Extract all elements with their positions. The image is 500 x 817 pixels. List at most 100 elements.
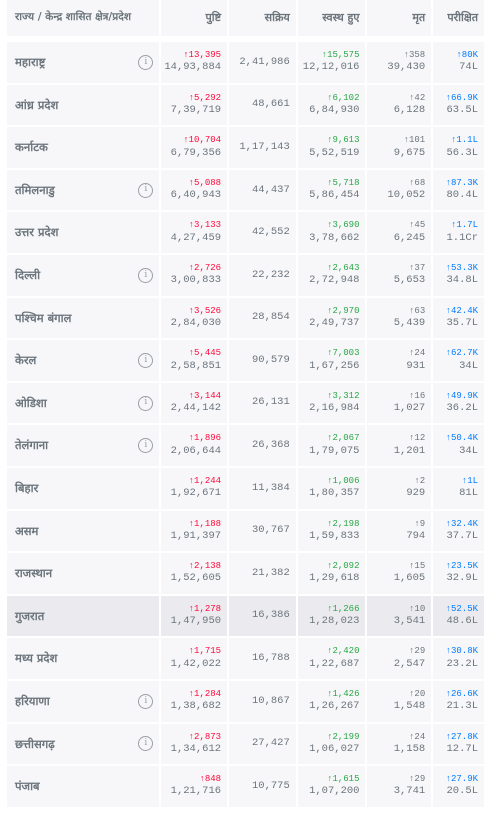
- table-row[interactable]: ओडिशा i ↑3,144 2,44,142 26,131 ↑3,312 2,…: [7, 382, 484, 426]
- table-row[interactable]: मध्य प्रदेश ↑1,715 1,42,022 16,788 ↑2,42…: [7, 638, 484, 681]
- state-cell[interactable]: पंजाब: [7, 766, 160, 807]
- recovered-delta: ↑2,067: [327, 433, 360, 444]
- header-state[interactable]: राज्य / केन्द्र शासित क्षेत्र/प्रदेश: [7, 0, 160, 36]
- state-cell[interactable]: आंध्र प्रदेश: [7, 84, 160, 126]
- deceased-delta: ↑24: [409, 348, 426, 359]
- table-row[interactable]: कर्नाटक ↑10,704 6,79,356 1,17,143 ↑9,613…: [7, 127, 484, 170]
- state-cell[interactable]: दिल्ली i: [7, 254, 160, 296]
- state-cell[interactable]: केरल i: [7, 340, 160, 381]
- table-row[interactable]: राजस्थान ↑2,138 1,52,605 21,382 ↑2,092 1…: [7, 553, 484, 596]
- tested-total: 81L: [459, 487, 478, 500]
- recovered-total: 6,84,930: [309, 103, 360, 116]
- confirmed-delta: ↑2,726: [188, 263, 222, 274]
- table-row[interactable]: छत्तीसगढ़ i ↑2,873 1,34,612 27,427 ↑2,19…: [7, 723, 484, 767]
- header-deceased[interactable]: मृत: [367, 0, 432, 36]
- tested-cell: ↑66.9K 63.5L: [433, 84, 484, 126]
- table-row[interactable]: पश्चिम बंगाल ↑3,526 2,84,030 28,854 ↑2,9…: [7, 297, 484, 341]
- table-row[interactable]: उत्तर प्रदेश ↑3,133 4,27,459 42,552 ↑3,6…: [7, 212, 484, 255]
- info-circle-icon[interactable]: i: [138, 736, 154, 752]
- deceased-delta: ↑10: [409, 603, 426, 614]
- tested-total: 37.7L: [446, 529, 478, 542]
- header-recovered[interactable]: स्वस्थ हुए: [297, 0, 366, 36]
- state-cell[interactable]: तमिलनाडु i: [7, 169, 160, 211]
- tested-cell: ↑80K 74L: [433, 42, 484, 83]
- active-total: 11,384: [251, 481, 290, 494]
- tested-cell: ↑52.5K 48.6L: [433, 595, 484, 637]
- tested-total: 1.1Cr: [446, 231, 478, 244]
- recovered-total: 1,59,833: [309, 529, 360, 542]
- active-cell: 44,437: [229, 169, 296, 211]
- info-circle-icon[interactable]: i: [138, 267, 154, 283]
- confirmed-delta: ↑5,088: [188, 177, 222, 188]
- deceased-delta: ↑15: [409, 561, 426, 572]
- state-cell[interactable]: मध्य प्रदेश: [7, 638, 160, 679]
- state-cell[interactable]: पश्चिम बंगाल: [7, 297, 160, 339]
- state-name: पश्चिम बंगाल: [15, 310, 72, 325]
- state-cell[interactable]: उत्तर प्रदेश: [7, 212, 160, 253]
- recovered-cell: ↑3,690 3,78,662: [297, 212, 366, 253]
- header-tested[interactable]: परीक्षित: [433, 0, 484, 36]
- info-circle-icon[interactable]: i: [138, 54, 154, 70]
- tested-total: 48.6L: [446, 615, 478, 628]
- table-row[interactable]: केरल i ↑5,445 2,58,851 90,579 ↑7,003 1,6…: [7, 340, 484, 383]
- deceased-cell: ↑24 931: [367, 340, 432, 381]
- tested-delta: ↑32.4K: [445, 518, 478, 529]
- state-name: दिल्ली: [15, 268, 41, 283]
- tested-total: 34L: [459, 359, 478, 372]
- deceased-total: 5,653: [393, 274, 426, 287]
- confirmed-delta: ↑5,445: [188, 348, 222, 359]
- state-cell[interactable]: गुजरात: [7, 595, 160, 637]
- confirmed-delta: ↑1,278: [188, 603, 222, 614]
- table-row[interactable]: हरियाणा i ↑1,284 1,38,682 10,867 ↑1,426 …: [7, 680, 484, 724]
- active-cell: 10,775: [229, 766, 296, 807]
- deceased-delta: ↑45: [409, 220, 426, 231]
- active-total: 42,552: [251, 226, 290, 239]
- state-cell[interactable]: हरियाणा i: [7, 680, 160, 722]
- confirmed-delta: ↑1,715: [188, 646, 222, 657]
- confirmed-cell: ↑2,873 1,34,612: [161, 723, 228, 765]
- state-name: हरियाणा: [15, 694, 50, 709]
- active-cell: 90,579: [229, 340, 296, 381]
- confirmed-delta: ↑2,873: [188, 731, 222, 742]
- state-cell[interactable]: ओडिशा i: [7, 382, 160, 424]
- recovered-total: 5,86,454: [309, 189, 360, 202]
- table-row[interactable]: पंजाब ↑848 1,21,716 10,775 ↑1,615 1,07,2…: [7, 766, 484, 809]
- confirmed-cell: ↑3,526 2,84,030: [161, 297, 228, 339]
- table-row[interactable]: गुजरात ↑1,278 1,47,950 16,386 ↑1,266 1,2…: [7, 595, 484, 639]
- header-confirmed[interactable]: पुष्टि: [161, 0, 228, 36]
- info-circle-icon[interactable]: i: [138, 693, 154, 709]
- header-active[interactable]: सक्रिय: [229, 0, 296, 36]
- active-cell: 48,661: [229, 84, 296, 126]
- info-circle-icon[interactable]: i: [138, 182, 154, 198]
- state-cell[interactable]: असम: [7, 510, 160, 552]
- recovered-cell: ↑15,575 12,12,016: [297, 42, 366, 83]
- deceased-total: 1,158: [393, 742, 426, 755]
- table-row[interactable]: आंध्र प्रदेश ↑5,292 7,39,719 48,661 ↑6,1…: [7, 84, 484, 128]
- deceased-delta: ↑2: [414, 476, 426, 487]
- state-cell[interactable]: छत्तीसगढ़ i: [7, 723, 160, 765]
- table-row[interactable]: महाराष्ट्र i ↑13,395 14,93,884 2,41,986 …: [7, 42, 484, 85]
- table-row[interactable]: असम ↑1,188 1,91,397 30,767 ↑2,198 1,59,8…: [7, 510, 484, 554]
- state-cell[interactable]: महाराष्ट्र i: [7, 42, 160, 83]
- table-row[interactable]: बिहार ↑1,244 1,92,671 11,384 ↑1,006 1,80…: [7, 467, 484, 511]
- info-circle-icon[interactable]: i: [138, 352, 154, 368]
- confirmed-delta: ↑1,896: [188, 433, 222, 444]
- active-cell: 22,232: [229, 254, 296, 296]
- active-cell: 28,854: [229, 297, 296, 339]
- confirmed-cell: ↑3,144 2,44,142: [161, 382, 228, 424]
- tested-cell: ↑1.7L 1.1Cr: [433, 212, 484, 253]
- confirmed-delta: ↑13,395: [183, 50, 222, 61]
- active-cell: 16,788: [229, 638, 296, 679]
- state-cell[interactable]: राजस्थान: [7, 553, 160, 594]
- table-row[interactable]: तमिलनाडु i ↑5,088 6,40,943 44,437 ↑5,718…: [7, 169, 484, 213]
- table-row[interactable]: दिल्ली i ↑2,726 3,00,833 22,232 ↑2,643 2…: [7, 254, 484, 298]
- state-cell[interactable]: बिहार: [7, 467, 160, 509]
- state-cell[interactable]: कर्नाटक: [7, 127, 160, 168]
- recovered-total: 1,79,075: [309, 444, 360, 457]
- info-circle-icon[interactable]: i: [138, 438, 154, 454]
- tested-cell: ↑1L 81L: [433, 467, 484, 509]
- table-row[interactable]: तेलंगाना i ↑1,896 2,06,644 26,368 ↑2,067…: [7, 425, 484, 468]
- state-cell[interactable]: तेलंगाना i: [7, 425, 160, 466]
- active-total: 16,386: [251, 609, 290, 622]
- info-circle-icon[interactable]: i: [138, 395, 154, 411]
